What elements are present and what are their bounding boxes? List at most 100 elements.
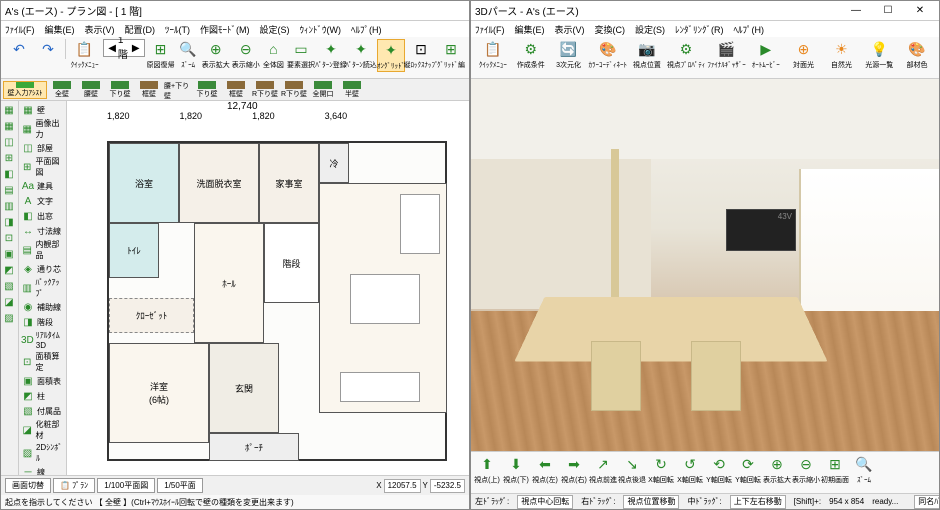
ptool-自然光[interactable]: ☀自然光	[823, 39, 859, 70]
pbottom-視点(右)[interactable]: ➡視点(右)	[560, 454, 588, 485]
side-線[interactable]: ─線	[21, 465, 64, 475]
pbottom-表示拡大[interactable]: ⊕表示拡大	[763, 454, 791, 485]
wall-type-半壁[interactable]: 半壁	[338, 81, 366, 99]
pmenu-help[interactable]: ﾍﾙﾌﾟ(H)	[734, 23, 765, 36]
side-化粧部材[interactable]: ◪化粧部材	[21, 419, 64, 441]
pbottom-Y軸回転[interactable]: ⟳Y軸回転	[734, 454, 762, 485]
pbottom-視点後退[interactable]: ↘視点後退	[618, 454, 646, 485]
strip-icon[interactable]: ◪	[2, 295, 16, 309]
side-寸法線[interactable]: ↔寸法線	[21, 224, 64, 238]
wall-type-R下り壁[interactable]: R下り壁	[251, 81, 279, 99]
floorplan-canvas[interactable]: 12,740 1,820 1,820 1,820 3,640 浴室 洗面脱衣室 …	[67, 101, 469, 475]
side-建具[interactable]: Aa建具	[21, 179, 64, 193]
room-closet[interactable]: ｸﾛｰｾﾞｯﾄ	[109, 298, 194, 333]
ptool-対面光[interactable]: ⊕対面光	[786, 39, 822, 70]
strip-icon[interactable]: ▣	[2, 247, 16, 261]
pbottom-Y軸回転[interactable]: ⟲Y軸回転	[705, 454, 733, 485]
tab-100[interactable]: 1/100平面図	[97, 478, 155, 493]
pbottom-X軸回転[interactable]: ↻X軸回転	[647, 454, 675, 485]
pbottom-ｽﾞｰﾑ[interactable]: 🔍ｽﾞｰﾑ	[850, 454, 878, 485]
strip-icon[interactable]: ▧	[2, 279, 16, 293]
floor-selector[interactable]: ◀ 1 階 ▶	[103, 39, 144, 57]
wall-type-下り壁[interactable]: 下り壁	[106, 81, 134, 99]
wall-type-R下り壁[interactable]: R下り壁	[280, 81, 308, 99]
strip-icon[interactable]: ◫	[2, 135, 16, 149]
strip-icon[interactable]: ▨	[2, 311, 16, 325]
strip-icon[interactable]: ▥	[2, 199, 16, 213]
pbottom-初期画面[interactable]: ⊞初期画面	[821, 454, 849, 485]
pmenu-file[interactable]: ﾌｧｲﾙ(F)	[475, 23, 505, 36]
strip-icon[interactable]: ◧	[2, 167, 16, 181]
toolbar-ｽﾞｰﾑ[interactable]: 🔍ｽﾞｰﾑ	[177, 39, 200, 70]
strip-icon[interactable]: ◩	[2, 263, 16, 277]
dining-table[interactable]	[350, 274, 420, 324]
menu-edit[interactable]: 編集(E)	[45, 23, 75, 36]
pmenu-convert[interactable]: 変換(C)	[595, 23, 626, 36]
side-出窓[interactable]: ◧出窓	[21, 209, 64, 223]
side-ﾊﾟｯｸｱｯﾌﾟ[interactable]: ▥ﾊﾟｯｸｱｯﾌﾟ	[21, 277, 64, 299]
menu-settings[interactable]: 設定(S)	[260, 23, 290, 36]
side-壁[interactable]: ▦壁	[21, 103, 64, 117]
undo-button[interactable]: ↶	[5, 39, 33, 59]
pmenu-settings[interactable]: 設定(S)	[635, 23, 665, 36]
sofa[interactable]	[340, 372, 420, 402]
ptool-ｵｰﾄﾑｰﾋﾞｰ[interactable]: ▶ｵｰﾄﾑｰﾋﾞｰ	[748, 39, 784, 70]
ptool-ｸｲｯｸﾒﾆｭｰ[interactable]: 📋ｸｲｯｸﾒﾆｭｰ	[475, 39, 511, 70]
menu-file[interactable]: ﾌｧｲﾙ(F)	[5, 23, 35, 36]
ptool-作成条件[interactable]: ⚙作成条件	[513, 39, 549, 70]
pmenu-render[interactable]: ﾚﾝﾀﾞﾘﾝｸﾞ(R)	[675, 23, 724, 36]
toolbar-ﾊﾟﾀｰﾝ登録[interactable]: ✦ﾊﾟﾀｰﾝ登録	[317, 39, 345, 70]
toolbar-縦ﾛｯｸｽﾅｯﾌﾟ[interactable]: ⊡縦ﾛｯｸｽﾅｯﾌﾟ	[407, 39, 435, 70]
strip-icon[interactable]: ▦	[2, 103, 16, 117]
pbottom-視点(上)[interactable]: ⬆視点(上)	[473, 454, 501, 485]
room-bath[interactable]: 浴室	[109, 143, 179, 223]
ptool-光源一覧[interactable]: 💡光源一覧	[861, 39, 897, 70]
menu-place[interactable]: 配置(D)	[125, 23, 156, 36]
side-2Dｼﾝﾎﾞﾙ[interactable]: ▨2Dｼﾝﾎﾞﾙ	[21, 442, 64, 464]
render-viewport[interactable]: 43V	[471, 79, 939, 451]
wall-type-全壁[interactable]: 全壁	[48, 81, 76, 99]
side-画像出力[interactable]: ▦画像出力	[21, 118, 64, 140]
toolbar-表示縮小[interactable]: ⊖表示縮小	[232, 39, 260, 70]
menu-tool[interactable]: ﾂｰﾙ(T)	[165, 23, 190, 36]
side-付属品[interactable]: ▧付属品	[21, 404, 64, 418]
pmenu-view[interactable]: 表示(V)	[555, 23, 585, 36]
kitchen-counter[interactable]	[400, 194, 440, 254]
pbottom-視点前進[interactable]: ↗視点前進	[589, 454, 617, 485]
ptool-部材色[interactable]: 🎨部材色	[899, 39, 935, 70]
room-housework[interactable]: 家事室	[259, 143, 319, 223]
side-部屋[interactable]: ◫部屋	[21, 141, 64, 155]
redo-button[interactable]: ↷	[34, 39, 62, 59]
ptool-ｶﾗｰｺｰﾃﾞｨﾈｰﾄ[interactable]: 🎨ｶﾗｰｺｰﾃﾞｨﾈｰﾄ	[588, 39, 627, 70]
tab-screen[interactable]: 画面切替	[5, 478, 51, 493]
room-wash[interactable]: 洗面脱衣室	[179, 143, 259, 223]
toolbar-ｵﾝｸﾞﾘｯﾄﾞ[interactable]: ✦ｵﾝｸﾞﾘｯﾄﾞ	[377, 39, 405, 72]
toolbar-原図復帰[interactable]: ⊞原図復帰	[147, 39, 175, 70]
ptool-ﾌｧｲﾅﾙｷﾞｬｻﾞｰ[interactable]: 🎬ﾌｧｲﾅﾙｷﾞｬｻﾞｰ	[707, 39, 746, 70]
toolbar-全体図[interactable]: ⌂全体図	[262, 39, 285, 70]
room-porch[interactable]: ﾎﾟｰﾁ	[209, 433, 299, 461]
ptool-視点位置[interactable]: 📷視点位置	[629, 39, 665, 70]
side-ﾘｱﾙﾀｲﾑ3D[interactable]: 3Dﾘｱﾙﾀｲﾑ3D	[21, 330, 64, 350]
wall-type-框壁[interactable]: 框壁	[135, 81, 163, 99]
ptool-3次元化[interactable]: 🔄3次元化	[551, 39, 587, 70]
menu-view[interactable]: 表示(V)	[85, 23, 115, 36]
tab-50[interactable]: 1/50平面	[157, 478, 203, 493]
side-面積表[interactable]: ▣面積表	[21, 374, 64, 388]
side-通り芯[interactable]: ◈通り芯	[21, 262, 64, 276]
menu-window[interactable]: ｳｨﾝﾄﾞｳ(W)	[300, 23, 342, 36]
side-文字[interactable]: A文字	[21, 194, 64, 208]
room-west[interactable]: 洋室(6帖)	[109, 343, 209, 443]
side-補助線[interactable]: ◉補助線	[21, 300, 64, 314]
room-hall[interactable]: ﾎｰﾙ	[194, 223, 264, 343]
pbottom-X軸回転[interactable]: ↺X軸回転	[676, 454, 704, 485]
wall-type-腰+下り壁[interactable]: 腰+下り壁	[164, 81, 192, 99]
pmenu-edit[interactable]: 編集(E)	[515, 23, 545, 36]
pbottom-視点(左)[interactable]: ⬅視点(左)	[531, 454, 559, 485]
pbottom-表示縮小[interactable]: ⊖表示縮小	[792, 454, 820, 485]
pbottom-視点(下)[interactable]: ⬇視点(下)	[502, 454, 530, 485]
side-柱[interactable]: ◩柱	[21, 389, 64, 403]
tab-plan[interactable]: 📋 ﾌﾟﾗﾝ	[53, 478, 95, 493]
side-面積算定[interactable]: ⊡面積算定	[21, 351, 64, 373]
wall-type-下り壁[interactable]: 下り壁	[193, 81, 221, 99]
